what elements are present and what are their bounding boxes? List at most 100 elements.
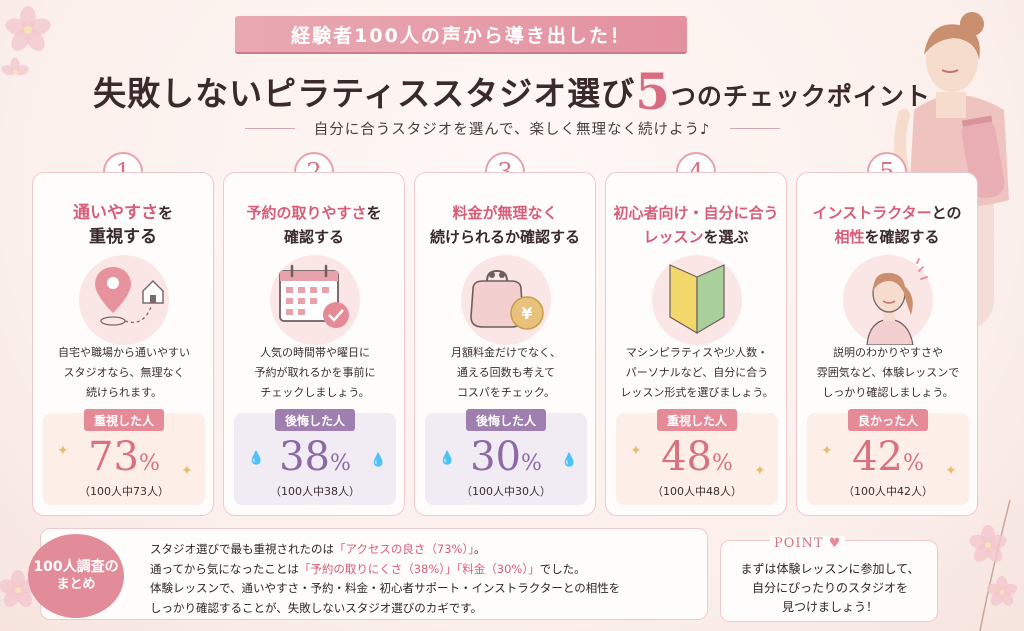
summary-text-part: でした。	[539, 561, 586, 576]
description-line: マシンピラティスや少人数・	[625, 346, 769, 359]
stat-subtext: （100人中38人）	[270, 485, 360, 498]
card-title: インストラクターとの 相性を確認する	[797, 201, 977, 249]
sparkle-icon: ✦	[754, 463, 766, 479]
tear-drop-icon: 💧	[439, 451, 456, 466]
title-part1: 失敗しないピラティススタジオ選び	[93, 74, 636, 113]
subtitle-line-right	[730, 128, 780, 129]
tear-drop-icon: 💧	[248, 451, 265, 466]
sparkle-icon: ✦	[181, 463, 193, 479]
point-panel	[720, 540, 938, 622]
point-line: 自分にぴったりのスタジオを	[751, 581, 908, 595]
top-banner: 経験者100人の声から導き出した！	[235, 16, 687, 52]
stat-value: 73%	[43, 435, 205, 486]
stat-label: 後悔した人	[466, 409, 546, 431]
card-title-line2: を選ぶ	[703, 228, 749, 246]
stat-subtext: （100人中48人）	[652, 485, 742, 498]
card-title-highlight: インストラクター	[812, 204, 932, 222]
card-title-line2: を確認する	[864, 228, 940, 246]
stat-number: 73	[88, 434, 139, 480]
summary-line-1: スタジオ選びで最も重視されたのは「アクセスの良さ（73%）」。	[150, 540, 710, 560]
summary-text: スタジオ選びで最も重視されたのは「アクセスの良さ（73%）」。 通ってから気にな…	[150, 540, 710, 618]
description-line: 予約が取れるかを事前に	[254, 366, 376, 379]
page-title: 失敗しないピラティススタジオ選び5つのチェックポイント	[0, 62, 1024, 121]
stat-percent-sign: %	[903, 451, 924, 476]
card-title-highlight: 通いやすさ	[72, 203, 158, 223]
stat-value: 48%	[616, 435, 778, 486]
description-line: チェックしましょう。	[260, 386, 370, 399]
description-line: 通える回数も考えて	[456, 366, 556, 379]
summary-panel	[40, 528, 708, 620]
stat-subtext: （100人中42人）	[843, 485, 933, 498]
summary-line-2: 通ってから気になったことは「予約の取りにくさ（38%）」「料金（30%）」でした…	[150, 560, 710, 580]
card-4-lesson: 初心者向け・自分に合う レッスンを選ぶ マシンピラティスや少人数・ パーソナルな…	[605, 172, 787, 516]
summary-text-part: 通ってから気になったことは	[150, 561, 299, 576]
card-title-highlight: 予約の取りやすさ	[246, 204, 367, 222]
stat-subtext: （100人中30人）	[461, 485, 551, 498]
card-title-line2: 確認する	[283, 228, 344, 246]
stat-box: 後悔した人 30% （100人中30人） 💧 💧	[425, 409, 587, 505]
description-line: 雰囲気など、体験レッスンで	[816, 366, 960, 379]
stat-label: 良かった人	[848, 409, 928, 431]
instructor-icon	[866, 258, 928, 345]
calendar-check-icon	[279, 264, 349, 328]
stat-number: 30	[470, 434, 521, 480]
tear-drop-icon: 💧	[370, 453, 387, 468]
card-title-rest: との	[931, 204, 962, 222]
card-title: 予約の取りやすさを 確認する	[224, 201, 404, 249]
card-2-reservation: 予約の取りやすさを 確認する 人気の時間帯や曜日に 予約が取れるかを事前に チェ…	[223, 172, 405, 516]
card-title-rest: を	[157, 204, 173, 222]
card-description: 自宅や職場から通いやすい スタジオなら、無理なく 続けられます。	[43, 343, 205, 403]
svg-text:¥: ¥	[521, 304, 532, 323]
sparkle-icon: ✦	[630, 443, 642, 459]
summary-line-3: 体験レッスンで、通いやすさ・予約・料金・初心者サポート・インストラクターとの相性…	[150, 581, 621, 595]
description-line: しっかり確認しましょう。	[822, 386, 954, 399]
description-line: 説明のわかりやすさや	[833, 346, 943, 359]
stat-box: 良かった人 42% （100人中42人） ✦ ✦	[807, 409, 969, 505]
sparkle-icon: ✦	[821, 443, 833, 459]
card-description: 説明のわかりやすさや 雰囲気など、体験レッスンで しっかり確認しましょう。	[807, 343, 969, 403]
heart-icon: ♥	[828, 536, 842, 551]
stat-value: 42%	[807, 435, 969, 486]
sparkle-icon: ✦	[945, 463, 957, 479]
stat-label: 重視した人	[657, 409, 737, 431]
summary-line-4: しっかり確認することが、失敗しないスタジオ選びのカギです。	[150, 600, 483, 615]
card-title-line2-highlight: レッスン	[643, 228, 704, 246]
tear-drop-icon: 💧	[561, 453, 578, 468]
point-line: まずは体験レッスンに参加して、	[740, 562, 920, 576]
description-line: スタジオなら、無理なく	[63, 366, 185, 379]
stat-percent-sign: %	[139, 451, 160, 476]
card-5-instructor: インストラクターとの 相性を確認する 説明のわかりやすさや 雰囲気など、体験レッ…	[796, 172, 978, 516]
yen-purse-icon: ¥	[470, 269, 544, 330]
description-line: 続けられます。	[86, 386, 162, 399]
subtitle-line-left	[245, 128, 295, 129]
summary-highlight: 「アクセスの良さ（73%）」	[334, 542, 474, 556]
card-title-line2: 続けられるか確認する	[429, 228, 580, 246]
card-1-access: 通いやすさを 重視する 自宅や職場から通いやすい スタジオなら、無理なく 続けら…	[32, 172, 214, 516]
description-line: 人気の時間帯や曜日に	[260, 346, 370, 359]
stat-percent-sign: %	[330, 451, 351, 476]
card-title-rest: を	[366, 204, 382, 222]
stat-number: 42	[852, 434, 903, 480]
flower-decoration-top-left	[1, 6, 51, 76]
card-3-price: 料金が無理なく 続けられるか確認する ¥ 月額料金だけでなく、 通える回数も考え…	[414, 172, 596, 516]
description-line: コスパをチェック。	[456, 386, 556, 399]
card-description: 月額料金だけでなく、 通える回数も考えて コスパをチェック。	[425, 343, 587, 403]
stat-label: 重視した人	[84, 409, 164, 431]
stat-subtext: （100人中73人）	[79, 485, 169, 498]
card-title: 初心者向け・自分に合う レッスンを選ぶ	[606, 201, 786, 249]
description-line: パーソナルなど、自分に合う	[625, 366, 769, 379]
description-line: 月額料金だけでなく、	[451, 346, 561, 359]
subtitle: 自分に合うスタジオを選んで、楽しく無理なく続けよう♪	[313, 122, 711, 138]
point-label: POINT ♥	[770, 536, 846, 551]
stat-percent-sign: %	[521, 451, 542, 476]
summary-badge-line1: 100人調査の	[33, 559, 119, 575]
stat-number: 48	[661, 434, 712, 480]
card-title-highlight: 初心者向け・自分に合う	[613, 204, 779, 222]
summary-badge: 100人調査の まとめ	[28, 534, 124, 618]
card-description: マシンピラティスや少人数・ パーソナルなど、自分に合う レッスン形式を選びましょ…	[616, 343, 778, 403]
beginner-mark-icon	[669, 264, 725, 335]
summary-badge-line2: まとめ	[56, 577, 96, 592]
summary-highlight: 「料金（30%）」	[456, 561, 540, 576]
stat-number: 38	[279, 434, 330, 480]
card-description: 人気の時間帯や曜日に 予約が取れるかを事前に チェックしましょう。	[234, 343, 396, 403]
